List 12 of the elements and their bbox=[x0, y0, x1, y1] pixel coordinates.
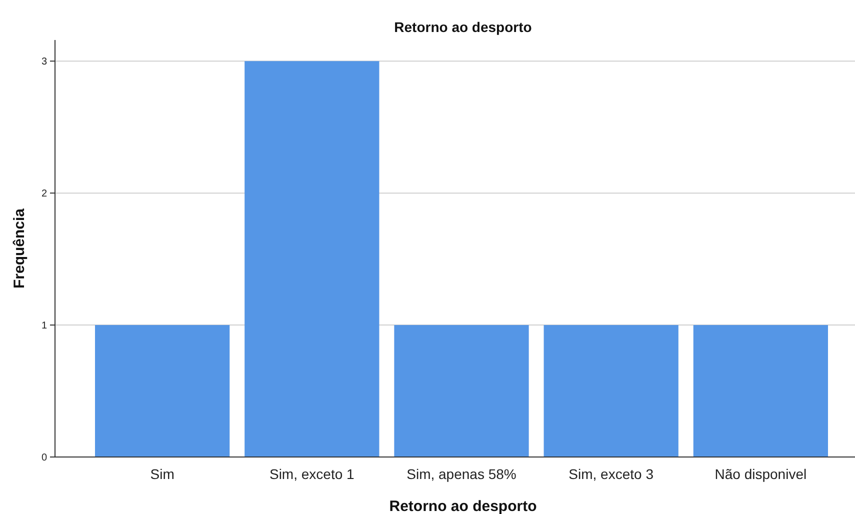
chart-title: Retorno ao desporto bbox=[394, 19, 532, 35]
x-tick-label: Sim bbox=[150, 466, 174, 482]
x-tick-label: Sim, apenas 58% bbox=[406, 466, 516, 482]
y-tick-label: 0 bbox=[41, 452, 48, 464]
y-axis-title: Frequência bbox=[11, 208, 28, 289]
x-axis-title: Retorno ao desporto bbox=[389, 498, 537, 514]
y-tick-label: 3 bbox=[41, 56, 48, 68]
x-tick-label: Não disponivel bbox=[714, 466, 807, 482]
y-tick-label: 1 bbox=[41, 320, 48, 332]
x-tick-label: Sim, exceto 3 bbox=[568, 466, 654, 482]
x-tick-label: Sim, exceto 1 bbox=[269, 466, 355, 482]
y-tick-label: 2 bbox=[41, 188, 48, 200]
